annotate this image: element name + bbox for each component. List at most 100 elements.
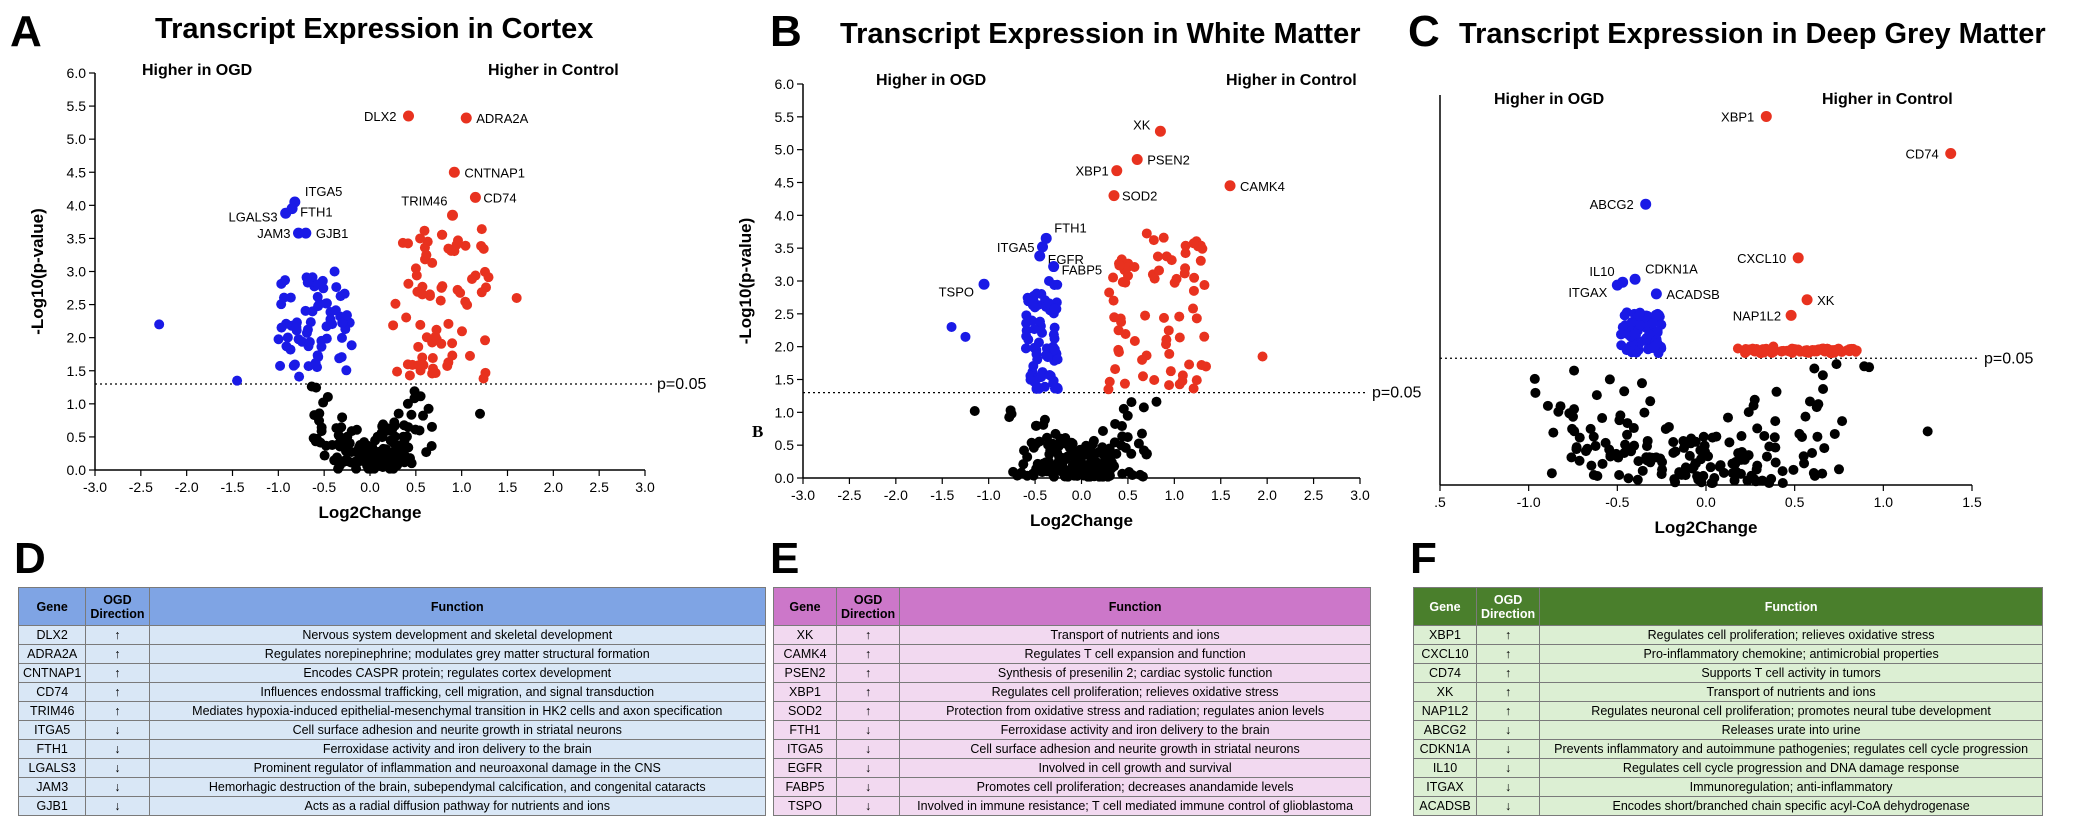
x-tick-label: -1.0 <box>266 479 290 495</box>
gene-point <box>1141 449 1152 460</box>
gene-point <box>1766 473 1777 484</box>
gene-point <box>1699 440 1710 451</box>
gene-table-white-matter: Gene OGD Direction Function XK ↑ Transport… <box>773 587 1371 816</box>
gene-point <box>1127 469 1138 480</box>
gene-point <box>1837 416 1848 427</box>
function-cell: Regulates neuronal cell proliferation; p… <box>1539 701 2043 721</box>
gene-cell: FABP5 <box>773 777 837 797</box>
gene-label-itga5: ITGA5 <box>305 184 343 199</box>
gene-point <box>1053 465 1064 476</box>
gene-point <box>1588 431 1599 442</box>
function-cell: Transport of nutrients and ions <box>1539 682 2043 702</box>
gene-point <box>1542 400 1553 411</box>
region-label-higher-in-control: Higher in Control <box>1822 91 1953 108</box>
gene-point <box>397 456 408 467</box>
gene-point <box>411 270 422 281</box>
gene-point <box>1621 345 1632 356</box>
gene-point <box>413 360 424 371</box>
direction-cell: ↓ <box>835 720 901 740</box>
gene-point <box>276 299 287 310</box>
gene-point <box>1768 341 1779 352</box>
gene-point <box>426 440 437 451</box>
gene-point <box>1149 273 1160 284</box>
gene-point <box>377 431 388 442</box>
gene-point <box>1574 432 1585 443</box>
y-tick-label: 2.0 <box>775 339 795 355</box>
x-tick-label: 3.0 <box>635 479 655 495</box>
gene-point <box>1136 428 1147 439</box>
table-row: EGFR ↓ Involved in cell growth and surviva… <box>773 758 1371 778</box>
gene-point-fth1 <box>286 203 298 215</box>
panel-letter-b: B <box>770 7 802 56</box>
gene-point <box>1567 423 1578 434</box>
gene-point <box>399 420 410 431</box>
gene-point-cd74 <box>469 191 481 203</box>
gene-cell: XBP1 <box>1413 625 1477 645</box>
gene-point <box>1174 332 1185 343</box>
direction-cell: ↑ <box>1475 625 1541 645</box>
gene-point <box>413 341 424 352</box>
gene-point <box>1108 272 1119 283</box>
gene-point <box>1818 343 1829 354</box>
gene-point <box>464 350 475 361</box>
gene-point <box>331 282 342 293</box>
function-cell: Prevents inflammatory and autoimmune pat… <box>1539 739 2043 759</box>
gene-point <box>351 463 362 474</box>
gene-point-xk <box>1154 125 1166 137</box>
table-row: ITGA5 ↓ Cell surface adhesion and neurite … <box>17 720 767 740</box>
direction-cell: ↓ <box>1475 796 1541 816</box>
gene-point <box>1097 425 1108 436</box>
gene-point <box>1633 310 1644 321</box>
header-gene: Gene <box>17 587 87 626</box>
gene-point <box>1151 396 1162 407</box>
gene-point <box>1623 473 1634 484</box>
y-tick-label: 0.0 <box>775 470 795 486</box>
gene-label-lgals3: LGALS3 <box>229 209 278 224</box>
y-axis-label: -Log10(p-value) <box>736 218 755 345</box>
gene-point <box>1101 450 1112 461</box>
gene-point-itgax <box>1611 279 1623 291</box>
function-cell: Regulates cell proliferation; relieves o… <box>899 682 1371 702</box>
chart-title-deep-grey-matter: Transcript Expression in Deep Grey Matte… <box>1459 18 2046 50</box>
x-tick-label: 2.0 <box>1257 487 1277 503</box>
gene-point <box>1103 384 1114 395</box>
gene-cell: FTH1 <box>17 739 87 759</box>
y-tick-label: 4.5 <box>775 175 795 191</box>
table-row: TRIM46 ↑ Mediates hypoxia-induced epitheli… <box>17 701 767 721</box>
gene-point <box>1548 427 1559 438</box>
gene-point <box>1021 331 1032 342</box>
gene-point <box>232 375 243 386</box>
gene-point <box>1715 460 1726 471</box>
gene-point <box>341 365 352 376</box>
gene-point <box>404 370 415 381</box>
y-tick-label: 1.0 <box>775 404 795 420</box>
gene-point <box>1684 450 1695 461</box>
gene-point <box>1027 300 1038 311</box>
gene-point <box>1529 373 1540 384</box>
gene-point <box>1619 386 1630 397</box>
gene-point <box>346 340 357 351</box>
region-label-higher-in-ogd: Higher in OGD <box>876 72 986 89</box>
gene-cell: NAP1L2 <box>1413 701 1477 721</box>
gene-point <box>421 332 432 343</box>
gene-point <box>476 224 487 235</box>
gene-point-cntnap1 <box>448 166 460 178</box>
panel-letter-f: F <box>1410 534 1437 583</box>
y-tick-label: 3.5 <box>67 230 87 246</box>
direction-cell: ↑ <box>85 701 150 721</box>
gene-point <box>335 291 346 302</box>
gene-cell: CNTNAP1 <box>17 663 87 683</box>
gene-label-xk: XK <box>1133 117 1151 132</box>
gene-point <box>331 423 342 434</box>
gene-point <box>1129 336 1140 347</box>
gene-point <box>435 295 446 306</box>
direction-cell: ↓ <box>1475 739 1541 759</box>
gene-point <box>1600 437 1611 448</box>
function-cell: Cell surface adhesion and neurite growth… <box>148 720 767 740</box>
gene-point <box>447 338 458 349</box>
direction-cell: ↑ <box>835 625 901 645</box>
gene-point-fabp5 <box>1048 261 1060 273</box>
gene-point-abcg2 <box>1640 198 1652 210</box>
table-row: LGALS3 ↓ Prominent regulator of inflammati… <box>17 758 767 778</box>
function-cell: Promotes cell proliferation; decreases a… <box>899 777 1371 797</box>
